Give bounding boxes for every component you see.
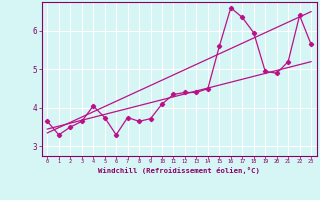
X-axis label: Windchill (Refroidissement éolien,°C): Windchill (Refroidissement éolien,°C) (98, 167, 260, 174)
